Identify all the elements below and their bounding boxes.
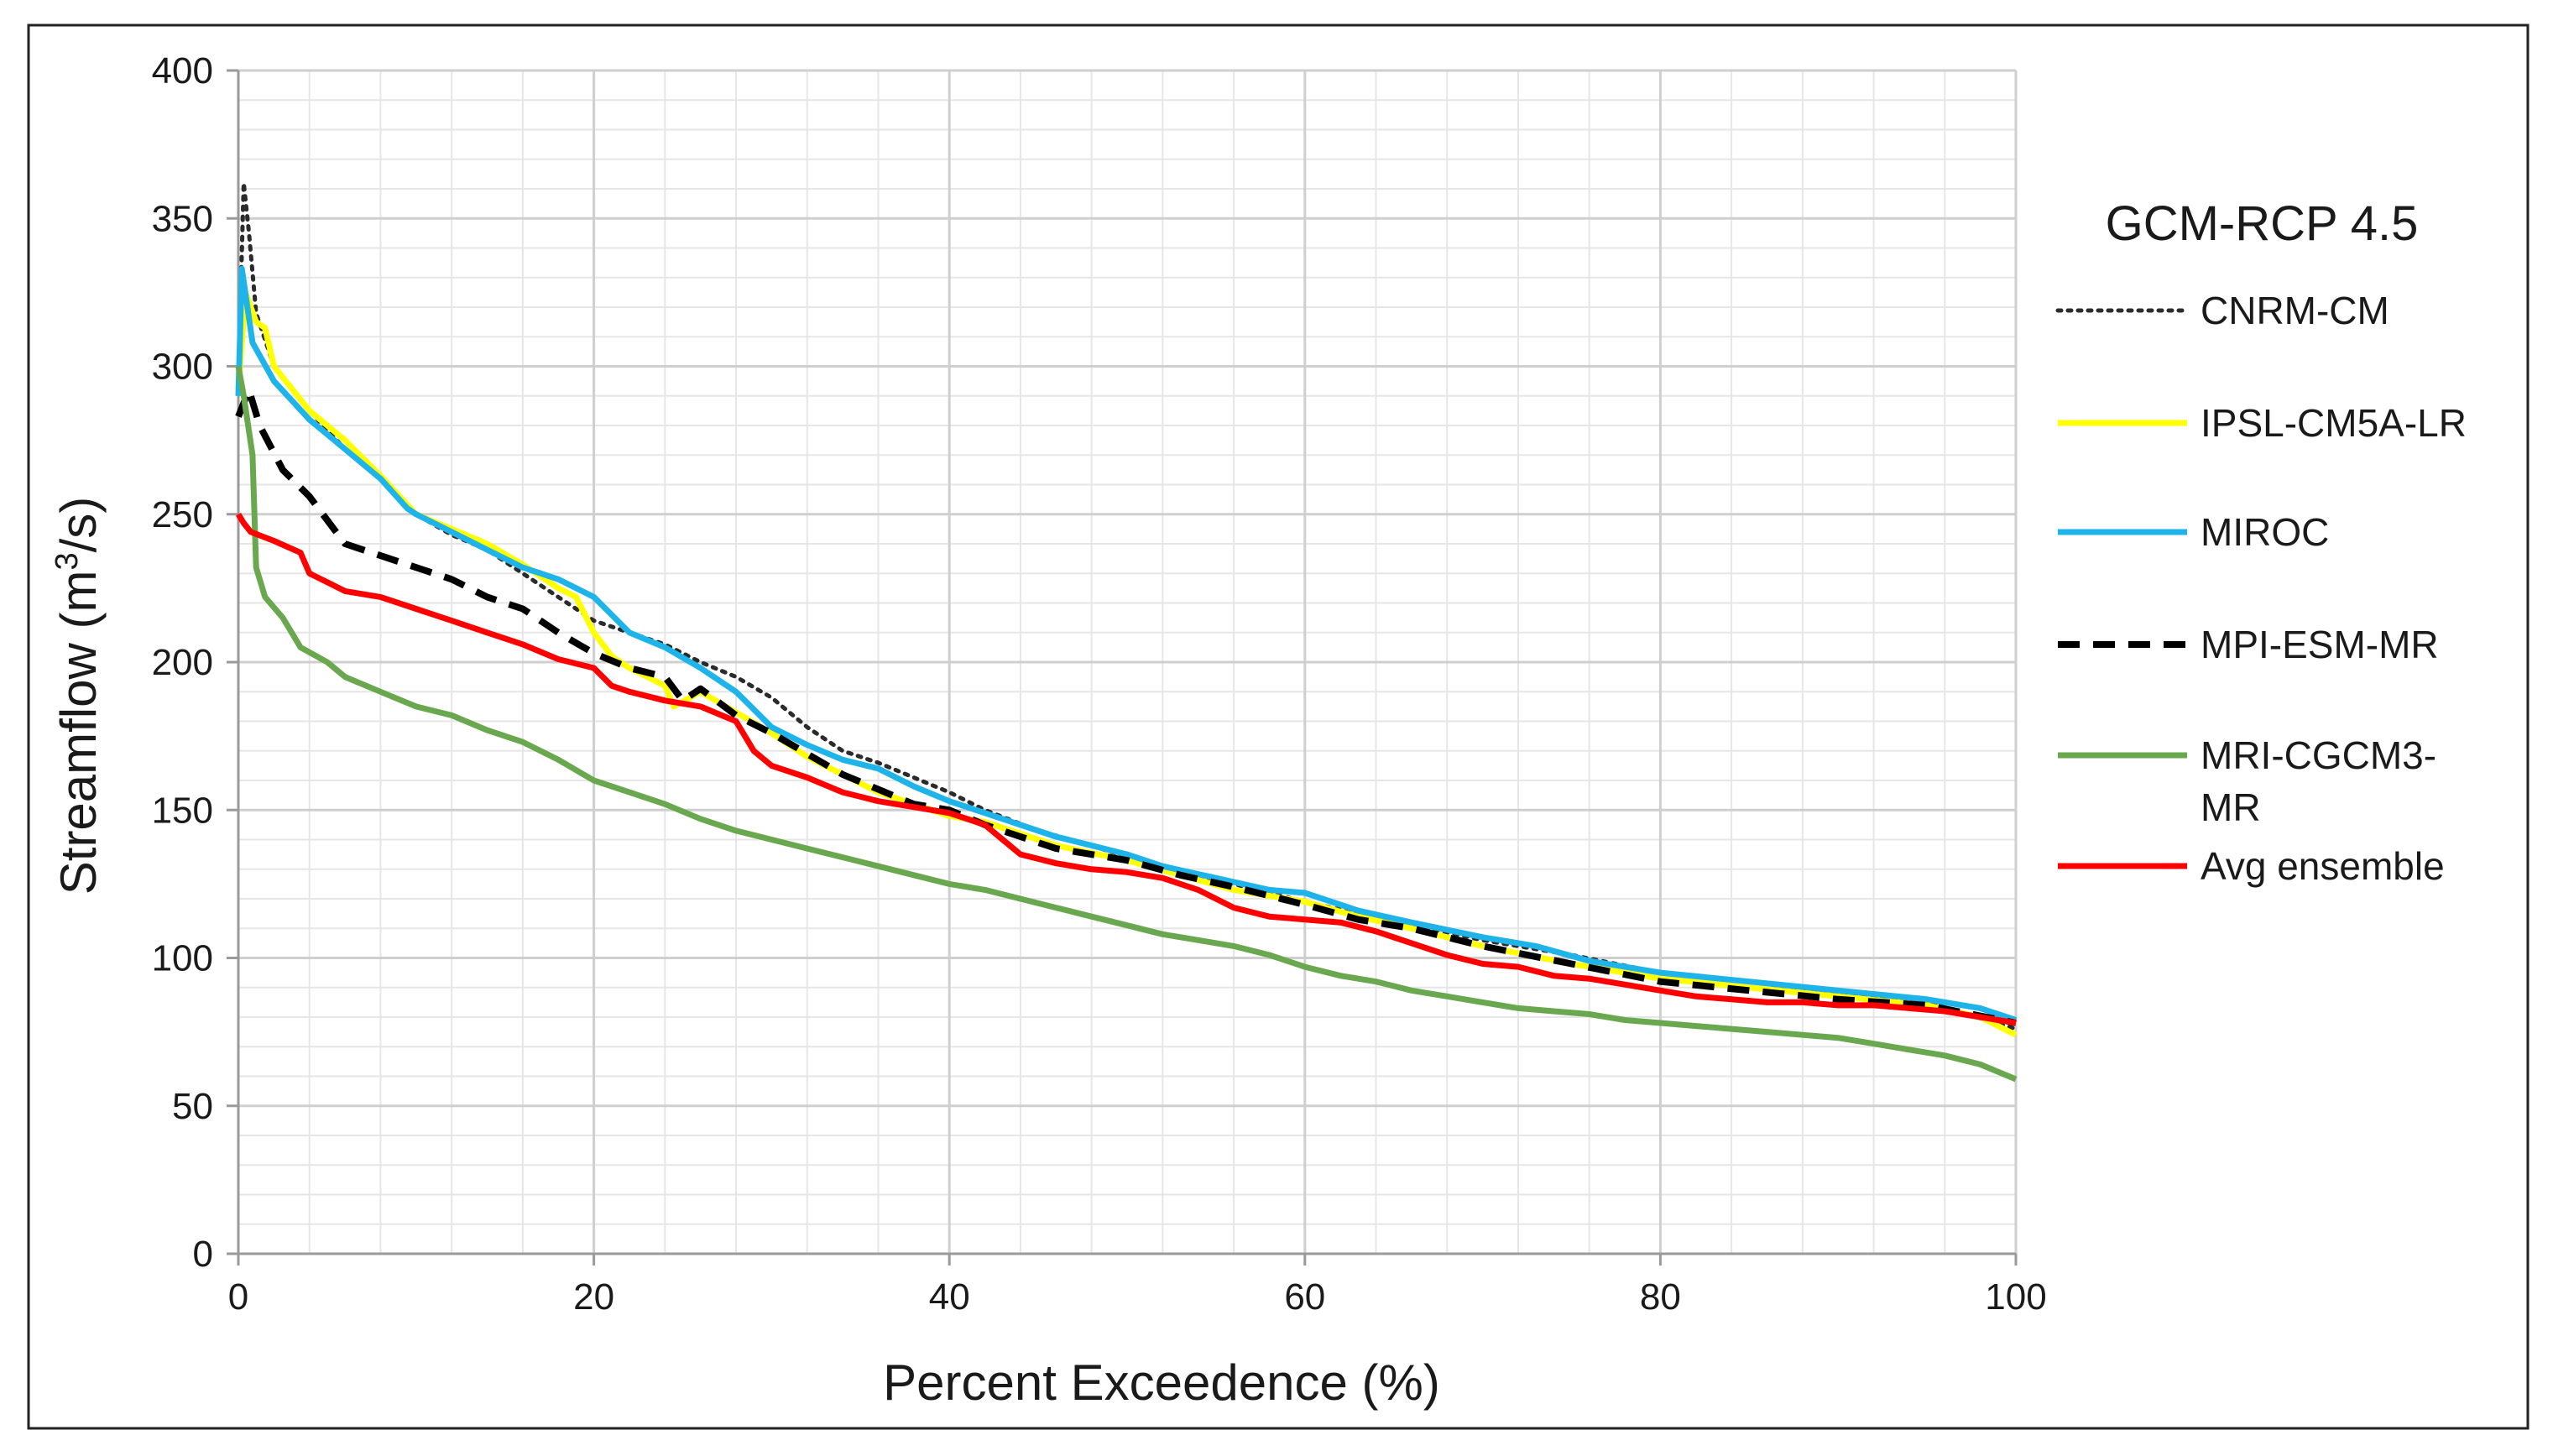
tick-labels: 0 20 40 60 80 100 0 50 100 150 200 250 300 350 400: [152, 50, 2047, 1318]
y-tick-label: 250: [152, 494, 213, 535]
x-tick-label: 40: [929, 1276, 970, 1318]
y-tick-label: 100: [152, 938, 213, 979]
legend-items: CNRM-CM IPSL-CM5A-LR MIROC MPI-ESM-MR MRI-CG…: [2055, 289, 2467, 888]
x-tick-label: 60: [1284, 1276, 1325, 1318]
legend-title: GCM-RCP 4.5: [2106, 196, 2419, 251]
x-tick-label: 0: [228, 1276, 248, 1318]
series-line-miroc: [235, 265, 2018, 1023]
y-tick-label: 0: [193, 1234, 213, 1275]
y-tick-label: 150: [152, 790, 213, 831]
legend-label: MRI-CGCM3-MR: [2201, 733, 2436, 829]
x-tick-label: 20: [573, 1276, 614, 1318]
legend-label: MIROC: [2201, 510, 2329, 554]
legend-label: CNRM-CM: [2201, 289, 2389, 332]
series-line-avg-ensemble: [236, 512, 2017, 1026]
y-tick-label: 300: [152, 347, 213, 388]
y-axis-title: Streamflow (m3/s): [50, 497, 107, 895]
y-axis-title-main: Streamflow (m: [50, 571, 107, 895]
major-gridlines: [237, 69, 2018, 1255]
legend-label: Avg ensemble: [2201, 844, 2445, 888]
legend: GCM-RCP 4.5 CNRM-CM IPSL-CM5A-LR MIROC MPI-…: [2055, 196, 2467, 888]
legend-label: IPSL-CM5A-LR: [2201, 401, 2467, 445]
legend-label: MPI-ESM-MR: [2201, 623, 2439, 666]
y-tick-label: 400: [152, 50, 213, 91]
y-tick-label: 50: [172, 1086, 213, 1127]
y-axis-title-superscript: 3: [50, 552, 85, 570]
y-tick-label: 350: [152, 198, 213, 239]
y-axis-title-end: /s): [50, 497, 107, 553]
x-tick-label: 80: [1640, 1276, 1681, 1318]
x-axis-title: Percent Exceedence (%): [883, 1354, 1440, 1411]
series-line-mri-cgcm3-mr: [235, 365, 2018, 1083]
series-line-mpi-esm-mr: [235, 386, 2017, 1026]
series-lines: [235, 180, 2018, 1083]
y-tick-label: 200: [152, 642, 213, 683]
x-tick-label: 100: [1985, 1276, 2046, 1318]
axes: [227, 69, 2018, 1266]
